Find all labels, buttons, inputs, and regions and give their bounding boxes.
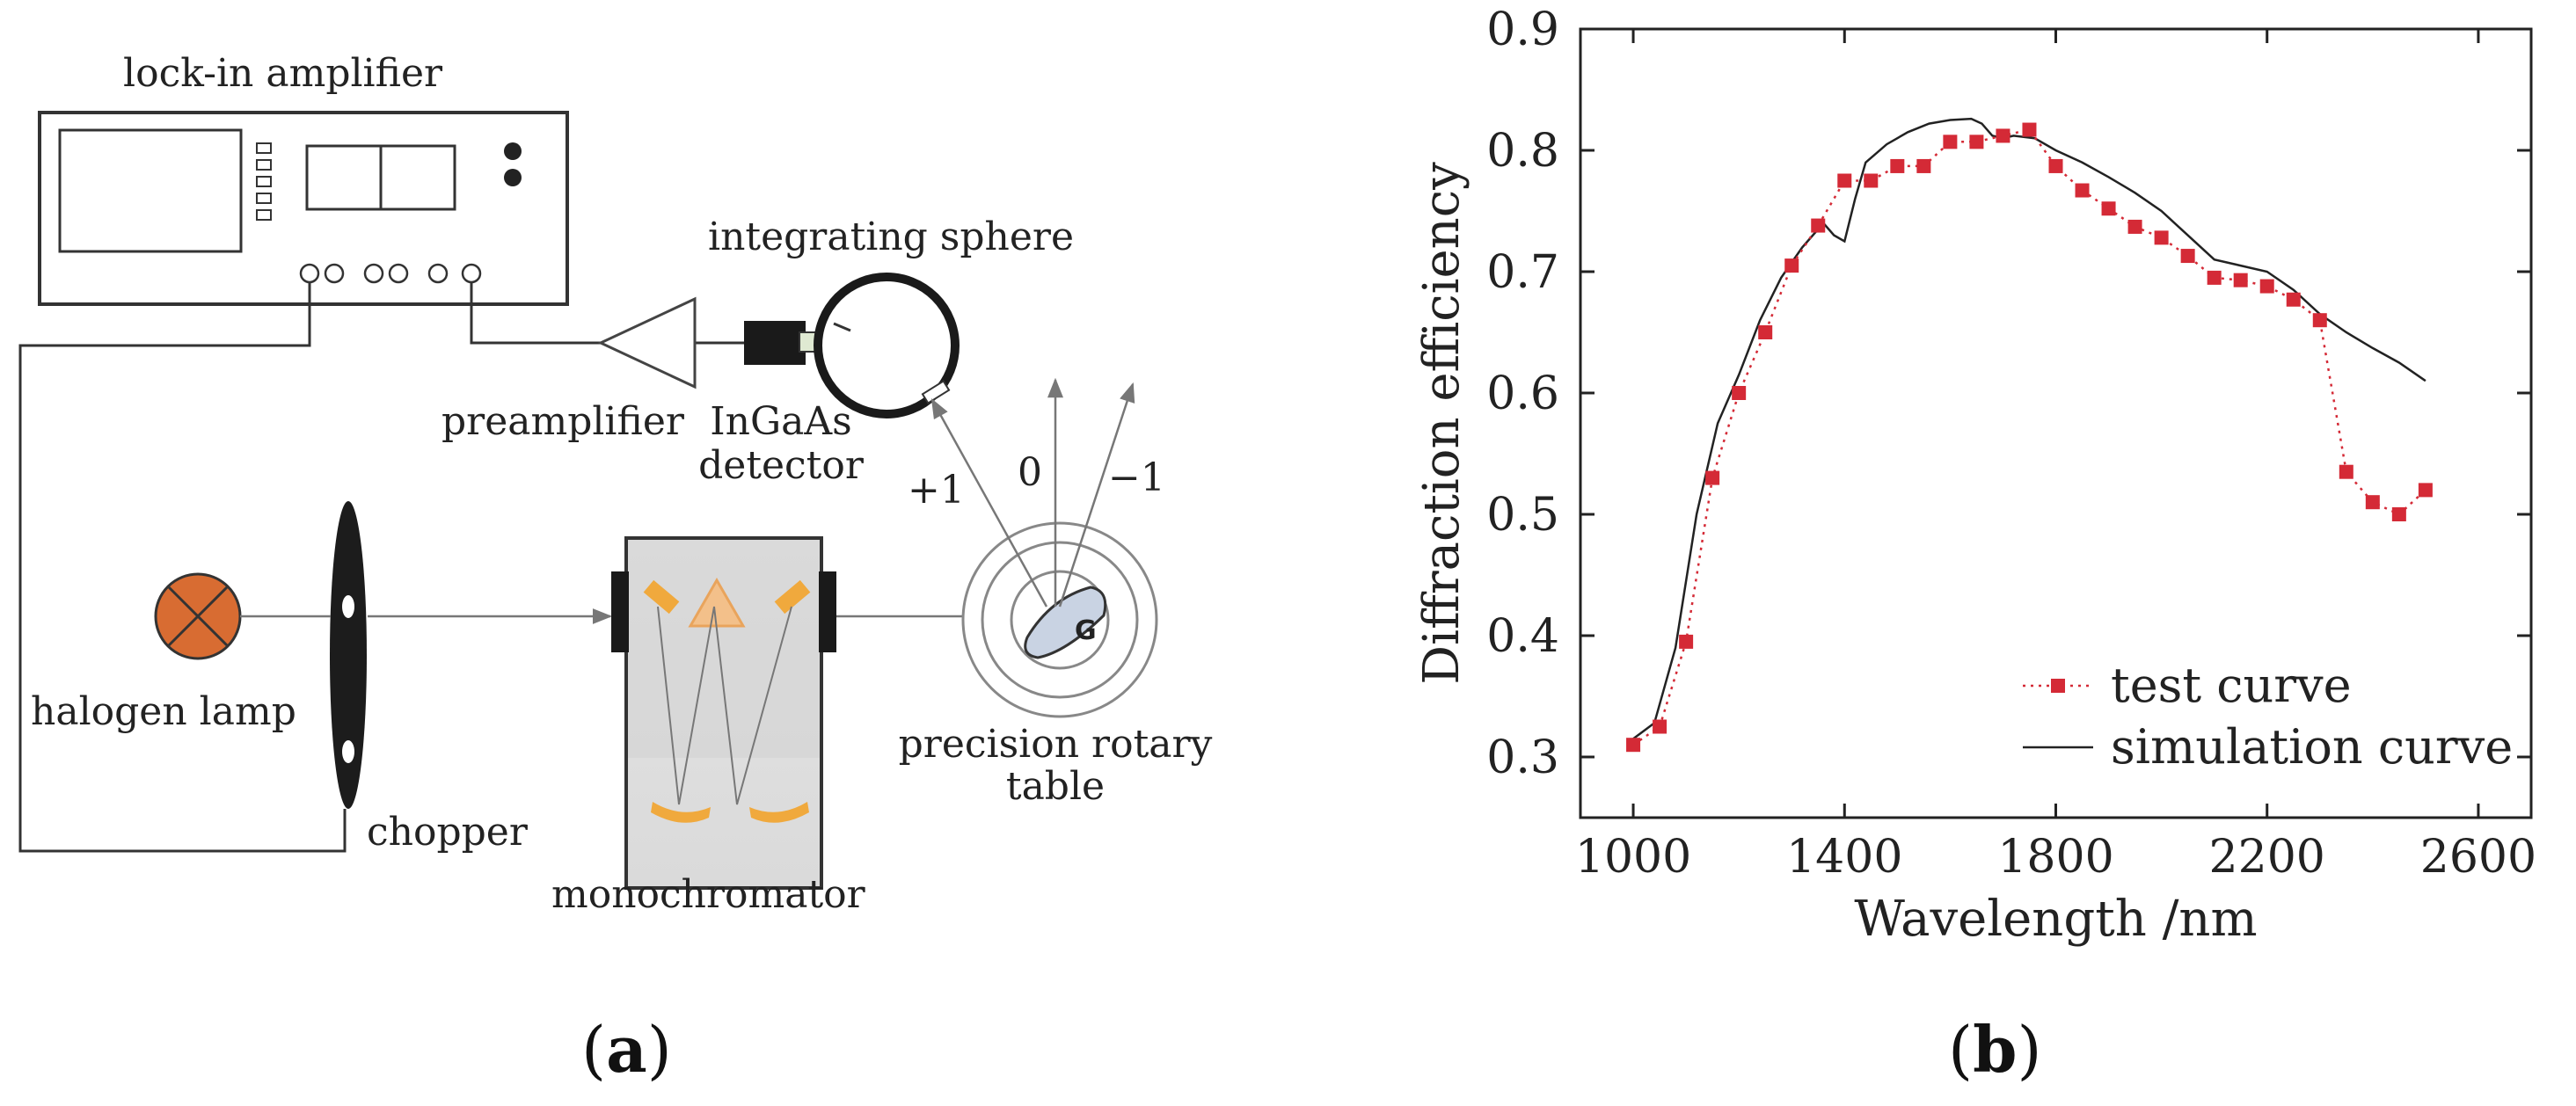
label-integrating-sphere: integrating sphere: [708, 215, 1075, 259]
diffraction-orders: [930, 377, 1135, 608]
label-ingaas: InGaAs: [710, 399, 852, 444]
test-curve-point: [2418, 483, 2433, 498]
chart-axes: 1000 1400 1800 2200 2600 0.3 0.4 0.5 0.6 0.7 0.8 0.…: [1486, 4, 2536, 884]
y-tick-label: 0.4: [1486, 610, 1559, 663]
test-curve-point: [2075, 183, 2090, 198]
caption-b: (b): [1948, 1018, 2042, 1082]
label-grating: G: [1075, 615, 1097, 646]
efficiency-chart: 1000 1400 1800 2200 2600 0.3 0.4 0.5 0.6 0.7 0.8 0.…: [1372, 0, 2576, 967]
y-tick-label: 0.8: [1486, 125, 1559, 178]
test-curve-point: [2154, 230, 2169, 245]
preamplifier: [597, 296, 697, 389]
grating: [1024, 586, 1107, 659]
monochromator: [611, 536, 836, 890]
test-curve-point: [2127, 219, 2142, 234]
test-curve-point: [1943, 135, 1958, 149]
setup-diagram-svg: [18, 111, 1158, 890]
setup-diagram: lock-in amplifier integrating sphere pre…: [0, 0, 1319, 967]
chopper: [330, 501, 367, 809]
x-tick-label: 2600: [2420, 831, 2536, 884]
halogen-lamp: [154, 572, 242, 660]
caption-a-letter: a: [606, 1012, 647, 1087]
x-tick-label: 1000: [1575, 831, 1691, 884]
test-curve-point: [2022, 122, 2037, 137]
legend-simulation-label: simulation curve: [2111, 719, 2513, 775]
chart-series: [1626, 117, 2433, 753]
label-precision-rotary: precision rotary: [898, 722, 1213, 767]
y-tick-label: 0.9: [1486, 4, 1559, 56]
test-curve-point: [1784, 258, 1799, 273]
plot-frame: [1579, 27, 2533, 819]
test-curve-point: [1996, 128, 2010, 143]
test-curve-point: [2048, 158, 2063, 173]
amplifier-knob: [504, 169, 522, 186]
test-curve-point: [2339, 464, 2353, 479]
y-tick-label: 0.3: [1486, 731, 1559, 784]
test-curve-point: [1653, 719, 1667, 734]
test-curve-point: [2233, 273, 2248, 287]
label-order-0: 0: [1018, 450, 1042, 495]
x-tick-label: 2200: [2209, 831, 2325, 884]
test-curve-point: [2391, 507, 2406, 521]
label-lock-in-amplifier: lock-in amplifier: [123, 51, 443, 96]
y-tick-label: 0.6: [1486, 367, 1559, 420]
signal-cables: [18, 282, 744, 853]
lock-in-amplifier: [38, 111, 569, 306]
test-curve-point: [1916, 158, 1931, 173]
caption-a: (a): [581, 1018, 672, 1082]
test-curve-point: [1864, 173, 1879, 188]
test-curve-point: [1705, 470, 1720, 485]
amplifier-display: [58, 128, 243, 253]
y-tick-label: 0.7: [1486, 246, 1559, 299]
label-preamplifier: preamplifier: [441, 399, 684, 444]
chart-svg: 1000 1400 1800 2200 2600 0.3 0.4 0.5 0.6 0.7 0.8 0.…: [1486, 4, 2536, 884]
integrating-sphere: [814, 273, 960, 418]
legend-test-label: test curve: [2111, 658, 2352, 713]
test-curve-point: [2180, 249, 2195, 264]
amplifier-knob: [504, 142, 522, 160]
test-curve-point: [1811, 218, 1826, 233]
test-curve-point: [2286, 292, 2301, 307]
simulation-curve-line: [1632, 117, 2426, 740]
label-order-plus1: +1: [908, 468, 965, 513]
legend-test-marker: [2051, 679, 2065, 693]
test-curve-point: [1732, 386, 1747, 400]
test-curve-line: [1632, 128, 2426, 746]
precision-rotary-table: [961, 521, 1158, 718]
y-axis-label: Diffraction efficiency: [1413, 162, 1470, 685]
label-table: table: [1005, 764, 1106, 809]
chart-legend: test curve simulation curve: [2023, 658, 2513, 775]
test-curve-point: [1679, 634, 1694, 649]
test-curve-point: [2101, 201, 2116, 216]
test-curve-point: [2207, 270, 2222, 285]
caption-b-close: ): [2017, 1013, 2042, 1087]
test-curve-point: [1837, 173, 1852, 188]
label-chopper: chopper: [367, 810, 528, 855]
test-curve-point: [1890, 158, 1905, 173]
caption-b-open: (: [1948, 1013, 1974, 1087]
label-halogen-lamp: halogen lamp: [31, 689, 296, 734]
caption-b-letter: b: [1973, 1012, 2018, 1087]
test-curve-point: [1969, 135, 1984, 149]
x-tick-label: 1400: [1786, 831, 1902, 884]
label-detector: detector: [698, 443, 864, 488]
y-tick-label: 0.5: [1486, 489, 1559, 542]
x-tick-label: 1800: [1997, 831, 2113, 884]
caption-a-close: ): [646, 1013, 672, 1087]
test-curve-point: [2365, 495, 2380, 510]
test-curve-point: [1758, 325, 1773, 339]
test-curve-point: [2259, 279, 2274, 294]
label-monochromator: monochromator: [551, 872, 865, 917]
test-curve-point: [1626, 738, 1641, 753]
x-axis-label: Wavelength /nm: [1854, 891, 2258, 948]
test-curve-point: [2312, 313, 2327, 328]
caption-a-open: (: [581, 1013, 607, 1087]
label-order-minus1: −1: [1108, 455, 1165, 500]
ingaas-detector: [744, 321, 820, 365]
